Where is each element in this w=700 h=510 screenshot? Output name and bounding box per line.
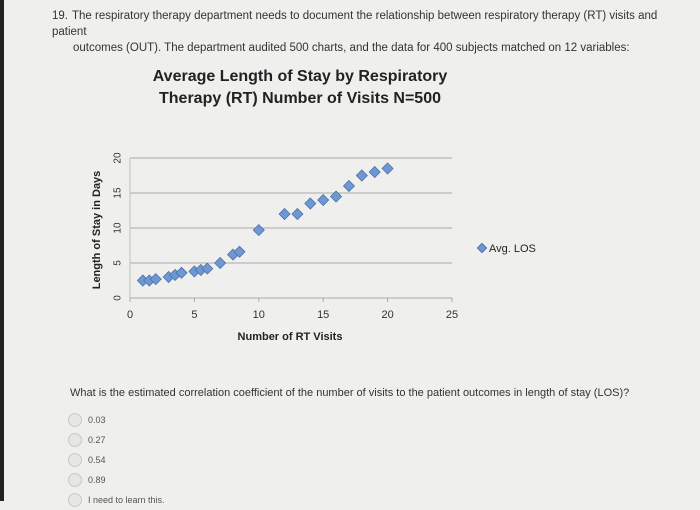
option-label: 0.89 [88,475,106,485]
option-2[interactable]: 0.27 [68,430,165,450]
data-point [233,245,246,258]
option-label: I need to learn this. [88,495,165,505]
y-axis-label: Length of Stay in Days [91,171,103,290]
chart-title-line-2: Therapy (RT) Number of Visits N=500 [159,90,441,107]
data-points [136,162,394,287]
left-edge [0,0,4,501]
data-point [342,179,356,193]
x-tick-labels: 0 5 10 15 20 25 [127,309,458,321]
option-3[interactable]: 0.54 [68,450,165,470]
data-point [175,266,188,279]
data-point [278,207,291,221]
data-point [368,165,381,179]
radio-button[interactable] [68,413,82,427]
grid-lines [130,157,452,264]
question-text: 19. The respiratory therapy department ne… [52,8,672,56]
y-tick-label: 5 [113,260,124,266]
x-tick-label: 10 [253,309,265,321]
x-tick-label: 20 [381,309,393,321]
y-tick-label: 15 [113,187,124,199]
data-point [330,190,343,203]
option-1[interactable]: 0.03 [68,410,165,430]
data-point [381,162,394,175]
legend: Avg. LOS [476,242,536,255]
option-label: 0.03 [88,415,106,425]
x-axis-label: Number of RT Visits [238,331,343,343]
option-label: 0.27 [88,435,106,445]
answer-options: 0.03 0.27 0.54 0.89 I need to learn this… [68,410,165,510]
option-5[interactable]: I need to learn this. [68,490,165,510]
x-tick-label: 5 [191,309,197,321]
data-point [252,224,265,237]
question-line-1: The respiratory therapy department needs… [52,10,658,38]
option-4[interactable]: 0.89 [68,470,165,490]
x-tick-label: 25 [446,309,458,321]
chart-title-line-1: Average Length of Stay by Respiratory [152,68,448,85]
data-point [317,193,330,207]
x-tick-label: 15 [317,309,329,321]
question-number: 19. [52,10,68,22]
axes [129,158,453,302]
radio-button[interactable] [68,433,82,447]
y-tick-label: 20 [113,152,124,164]
y-tick-label: 0 [113,295,124,301]
data-point [214,256,227,270]
x-tick-label: 0 [127,309,133,321]
radio-button[interactable] [68,453,82,467]
data-point [291,207,304,221]
radio-button[interactable] [68,493,82,507]
data-point [355,169,368,182]
data-point [304,197,317,210]
y-tick-label: 10 [113,222,124,234]
chart-title: Average Length of Stay by Respiratory Th… [140,66,460,110]
radio-button[interactable] [68,473,82,487]
data-point [201,262,214,275]
option-label: 0.54 [88,455,106,465]
question-prompt: What is the estimated correlation coeffi… [70,387,630,399]
legend-marker [476,242,488,254]
y-tick-labels: 0 5 10 15 20 [113,152,124,301]
legend-label: Avg. LOS [489,243,536,255]
data-point [149,273,162,286]
question-line-2: outcomes (OUT). The department audited 5… [73,42,630,54]
